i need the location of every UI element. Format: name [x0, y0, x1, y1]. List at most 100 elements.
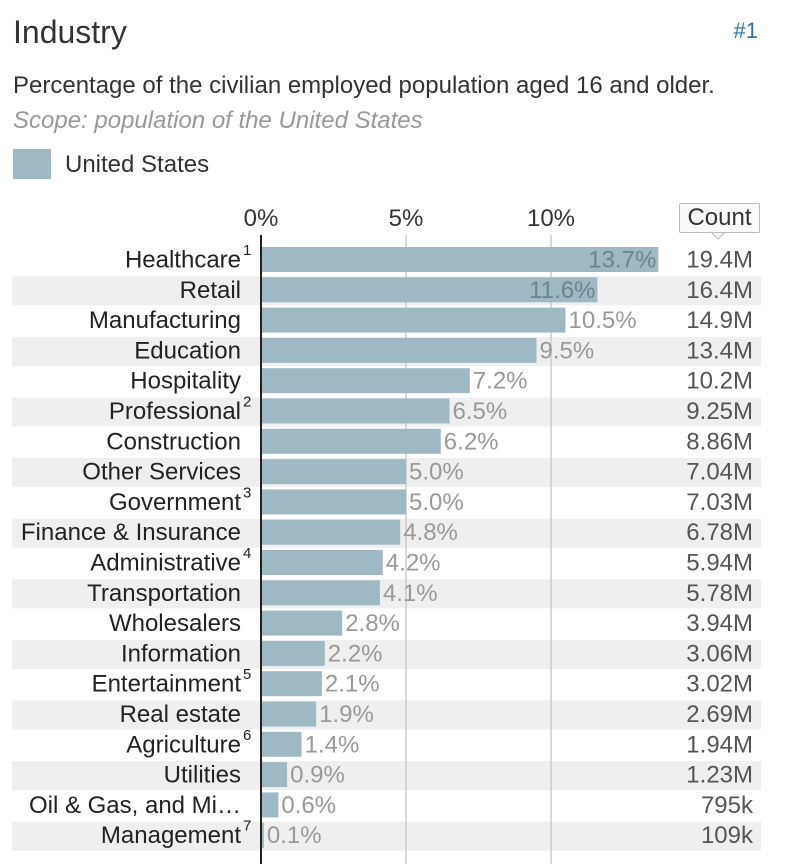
bar: [261, 580, 380, 606]
footnote-marker: 6: [243, 727, 251, 744]
value-label: 2.1%: [325, 671, 380, 698]
value-label: 5.0%: [409, 459, 464, 486]
value-label: 5.0%: [409, 489, 464, 516]
category-label: Transportation: [87, 580, 241, 607]
value-label: 10.5%: [569, 307, 637, 334]
bar: [261, 368, 470, 394]
count-value: 6.78M: [686, 519, 753, 546]
footnote-marker: 3: [243, 484, 251, 501]
category-label: Information: [121, 640, 241, 667]
bar: [261, 610, 343, 636]
value-label: 4.2%: [386, 550, 441, 577]
category-label: Hospitality: [130, 368, 241, 395]
footnote-marker: 4: [243, 545, 251, 562]
bar: [261, 701, 317, 727]
category-label: Professional: [109, 398, 241, 425]
count-value: 16.4M: [686, 277, 753, 304]
category-label: Wholesalers: [109, 610, 241, 637]
count-value: 109k: [701, 822, 754, 849]
count-value: 14.9M: [686, 307, 753, 334]
bar: [261, 307, 566, 333]
value-label: 11.6%: [529, 277, 595, 304]
count-value: 5.94M: [686, 550, 753, 577]
value-label: 13.7%: [588, 247, 656, 274]
value-label: 1.4%: [305, 731, 360, 758]
legend-label: United States: [65, 151, 210, 178]
category-label: Entertainment: [92, 671, 242, 698]
value-label: 6.2%: [444, 428, 499, 455]
bar: [261, 277, 598, 303]
count-value: 8.86M: [686, 428, 753, 455]
category-label: Finance & Insurance: [21, 519, 241, 546]
count-value: 9.25M: [686, 398, 753, 425]
count-value: 2.69M: [686, 701, 753, 728]
footnote-marker: 5: [243, 666, 251, 683]
bar: [261, 792, 279, 818]
category-label: Other Services: [82, 459, 241, 486]
category-label: Agriculture: [126, 731, 241, 758]
bar: [261, 337, 537, 363]
chart-subtitle: Percentage of the civilian employed popu…: [13, 72, 715, 99]
chart-scope: Scope: population of the United States: [13, 107, 423, 134]
value-label: 2.8%: [345, 610, 400, 637]
bar: [261, 822, 264, 848]
value-label: 0.9%: [290, 762, 345, 789]
value-label: 1.9%: [319, 701, 374, 728]
count-value: 3.02M: [686, 671, 753, 698]
bar: [261, 247, 659, 272]
bar: [261, 398, 450, 424]
count-value: 1.94M: [686, 731, 753, 758]
count-value: 1.23M: [686, 762, 753, 789]
category-label: Administrative: [90, 550, 241, 577]
bar-chart: 0% 5% 10% Healthcare 1 13.7% 19.4M Retail 11.6% 1…: [12, 205, 761, 864]
count-column-header[interactable]: Count: [679, 203, 760, 233]
value-label: 6.5%: [453, 398, 508, 425]
bar: [261, 519, 401, 545]
row-stripe: [12, 579, 761, 609]
value-label: 4.1%: [383, 580, 438, 607]
bar: [261, 550, 383, 575]
x-tick-label: 10%: [527, 205, 575, 232]
bar: [261, 731, 302, 757]
bar: [261, 762, 288, 788]
value-label: 4.8%: [403, 519, 458, 546]
bar: [261, 671, 322, 697]
row-stripe: [12, 761, 761, 791]
category-label: Utilities: [164, 762, 241, 789]
category-label: Education: [134, 337, 241, 364]
value-label: 9.5%: [540, 337, 595, 364]
value-label: 0.6%: [281, 792, 336, 819]
count-value: 19.4M: [686, 247, 753, 274]
count-value: 13.4M: [686, 337, 753, 364]
bar: [261, 428, 441, 454]
category-label: Healthcare: [125, 247, 241, 274]
count-header-pointer: [710, 231, 726, 240]
x-tick-label: 5%: [389, 205, 424, 232]
category-label: Construction: [106, 428, 241, 455]
x-tick-label: 0%: [244, 205, 279, 232]
row-stripe: [12, 700, 761, 730]
count-value: 795k: [701, 792, 754, 819]
row-stripe: [12, 639, 761, 669]
category-label: Real estate: [120, 701, 241, 728]
count-value: 5.78M: [686, 580, 753, 607]
category-label: Oil & Gas, and Mi…: [29, 792, 241, 819]
count-value: 7.04M: [686, 459, 753, 486]
row-stripe: [12, 821, 761, 851]
value-label: 0.1%: [267, 822, 322, 849]
legend-swatch: [13, 149, 51, 179]
count-value: 7.03M: [686, 489, 753, 516]
count-value: 3.94M: [686, 610, 753, 637]
chart-title: Industry: [13, 14, 127, 50]
value-label: 7.2%: [473, 368, 528, 395]
rank-link[interactable]: #1: [733, 18, 758, 43]
footnote-marker: 1: [243, 242, 251, 259]
footnote-marker: 7: [243, 818, 251, 835]
category-label: Government: [109, 489, 241, 516]
bar: [261, 459, 406, 485]
count-value: 10.2M: [686, 368, 753, 395]
bar: [261, 640, 325, 666]
value-label: 2.2%: [328, 640, 383, 667]
category-label: Management: [101, 822, 241, 849]
bar: [261, 489, 406, 515]
